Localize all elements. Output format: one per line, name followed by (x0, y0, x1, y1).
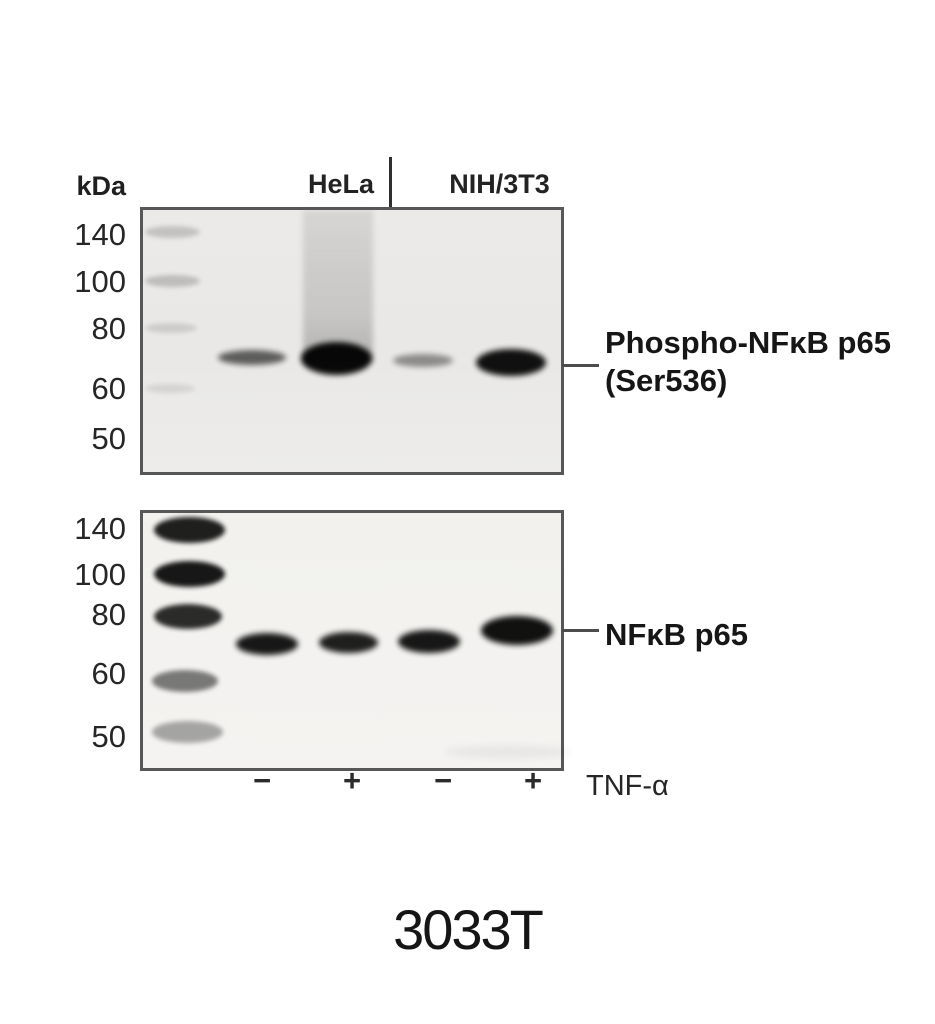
lane-smear-hela-plus (303, 210, 373, 362)
marker-band-80-faint (145, 323, 197, 333)
blot-panel-phospho (140, 207, 564, 475)
cell-line-divider (389, 157, 392, 207)
marker-band-100 (154, 561, 225, 587)
band-phospho-hela-minus (218, 350, 286, 365)
treatment-lane3-minus: − (433, 763, 453, 798)
marker-band-140 (154, 517, 225, 543)
blot-panel-total (140, 510, 573, 771)
mw-label-bottom-100: 100 (74, 557, 126, 592)
marker-band-60 (152, 670, 218, 692)
kda-unit-label: kDa (76, 171, 126, 201)
marker-band-80 (154, 604, 222, 629)
band-total-nih3t3-plus (481, 616, 553, 645)
treatment-label-tnf-alpha: TNF-α (586, 770, 669, 802)
treatment-lane1-minus: − (252, 763, 272, 798)
cell-line-label-hela: HeLa (307, 169, 375, 199)
mw-label-bottom-80: 80 (91, 597, 126, 632)
mw-label-bottom-50: 50 (91, 719, 126, 754)
marker-band-140-faint (145, 226, 200, 238)
annotation-phospho: Phospho-NFκB p65 (Ser536) (605, 324, 891, 400)
mw-label-bottom-60: 60 (91, 656, 126, 691)
annotation-tick-phospho (562, 364, 599, 367)
mw-label-top-50: 50 (91, 421, 126, 456)
annotation-phospho-line2: (Ser536) (605, 363, 728, 398)
mw-label-top-60: 60 (91, 371, 126, 406)
annotation-phospho-line1: Phospho-NFκB p65 (605, 325, 891, 360)
mw-label-top-140: 140 (74, 217, 126, 252)
annotation-total: NFκB p65 (605, 617, 749, 652)
marker-band-60-faint (145, 384, 195, 393)
band-phospho-nih3t3-minus (393, 354, 453, 367)
annotation-tick-total (562, 629, 599, 632)
treatment-lane2-plus: + (342, 763, 362, 798)
band-phospho-nih3t3-plus (476, 349, 546, 376)
mw-label-bottom-140: 140 (74, 511, 126, 546)
marker-band-50 (152, 721, 223, 743)
band-total-nih3t3-minus (398, 630, 460, 653)
marker-band-100-faint (145, 275, 200, 287)
background-smudge (443, 746, 573, 758)
band-total-hela-minus (236, 633, 298, 655)
band-phospho-hela-plus (301, 342, 372, 375)
mw-label-top-100: 100 (74, 264, 126, 299)
mw-label-top-80: 80 (91, 311, 126, 346)
band-total-hela-plus (319, 632, 378, 653)
treatment-lane4-plus: + (523, 763, 543, 798)
product-code: 3033T (393, 898, 544, 961)
cell-line-label-nih3t3: NIH/3T3 (449, 169, 550, 199)
